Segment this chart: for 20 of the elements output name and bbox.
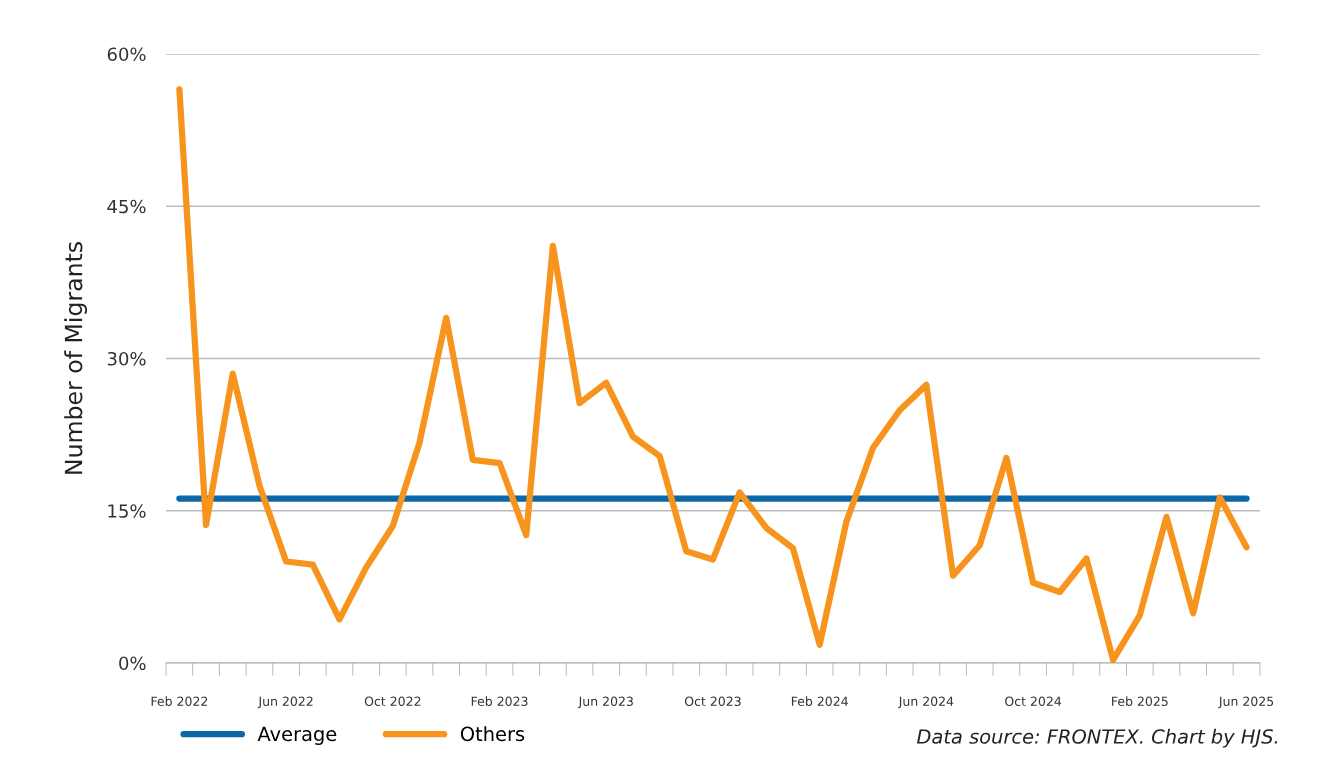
y-tick-label: 15% xyxy=(108,504,146,518)
source-note: Data source: FRONTEX. Chart by HJS. xyxy=(916,728,1278,748)
y-tick-label: 30% xyxy=(107,351,146,366)
x-tick-label: Feb 2023 xyxy=(471,696,528,706)
x-tick-label: Feb 2024 xyxy=(791,696,848,706)
x-tick-label: Jun 2023 xyxy=(577,696,633,709)
y-axis-title: Number of Migrants xyxy=(64,242,88,474)
x-tick-label: Oct 2022 xyxy=(364,696,421,706)
x-tick-label: Jun 2025 xyxy=(1218,696,1274,709)
x-tick-label: Feb 2022 xyxy=(151,696,208,706)
x-tick-label: Oct 2024 xyxy=(1005,696,1062,706)
legend-label: Average xyxy=(257,726,337,745)
x-tick-label: Oct 2023 xyxy=(684,696,741,706)
legend-label: Others xyxy=(460,726,525,742)
y-tick-label: 45% xyxy=(107,199,146,214)
y-tick-label: 60% xyxy=(107,47,146,62)
x-tick-label: Feb 2025 xyxy=(1112,696,1168,706)
x-tick-label: Jun 2022 xyxy=(257,696,313,709)
y-tick-label: 0% xyxy=(119,656,146,671)
x-tick-label: Jun 2024 xyxy=(898,696,954,709)
